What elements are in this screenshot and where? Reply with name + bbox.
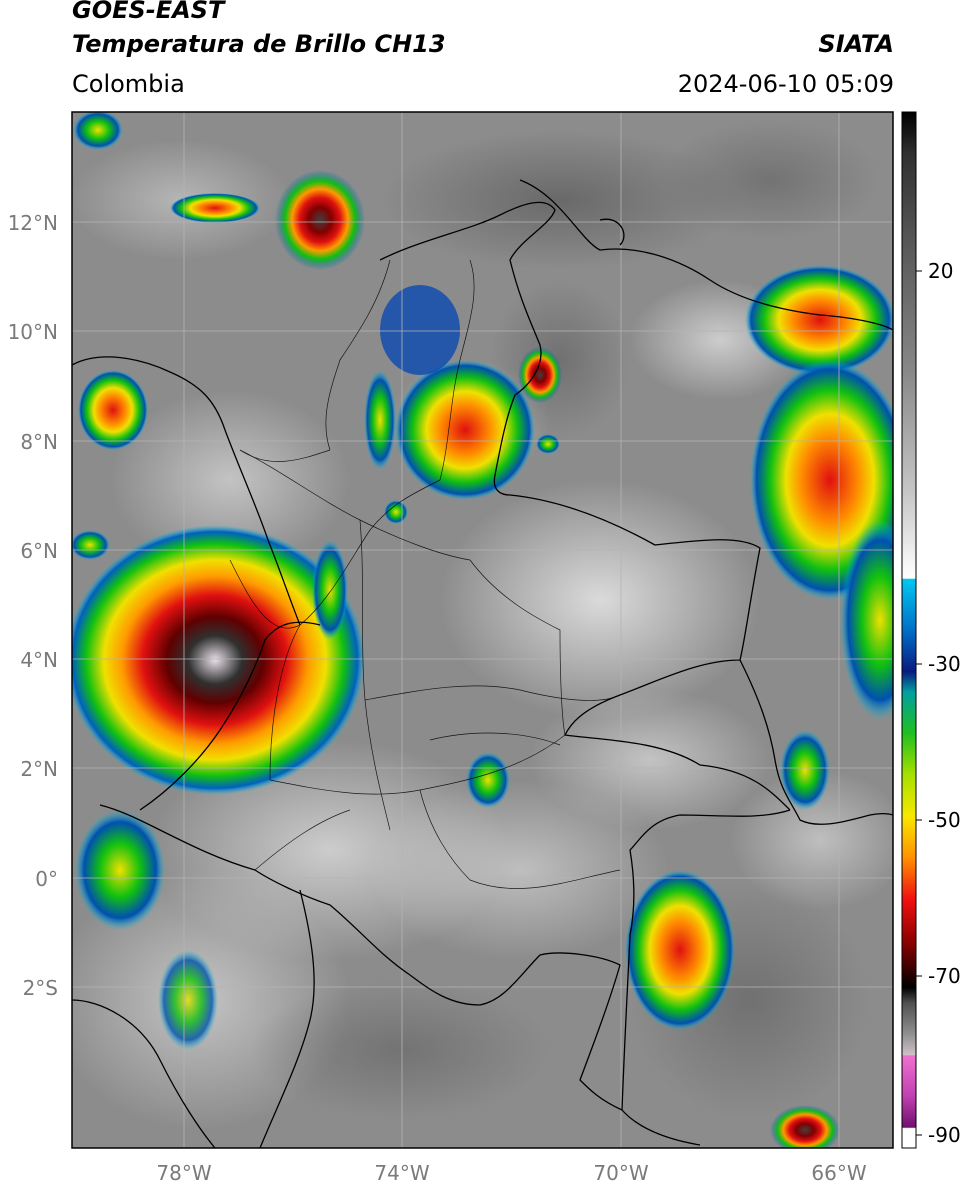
satellite-title: GOES-EAST	[72, 0, 225, 24]
colorbar-tick: -50	[928, 808, 961, 832]
lon-label: 78°W	[156, 1161, 211, 1185]
department-borders	[229, 259, 621, 889]
lat-label: 8°N	[20, 430, 58, 454]
colorbar: 20 -30 -50 -70 -90	[901, 111, 961, 1149]
lat-label: 6°N	[20, 539, 58, 563]
agency-label: SIATA	[818, 30, 894, 58]
lat-label: 10°N	[8, 320, 58, 344]
lat-label: 2°N	[20, 757, 58, 781]
lon-label: 70°W	[593, 1161, 648, 1185]
lon-label: 74°W	[374, 1161, 429, 1185]
region-label: Colombia	[72, 70, 185, 98]
lat-label: 4°N	[20, 648, 58, 672]
datetime-label: 2024-06-10 05:09	[677, 70, 894, 98]
product-title: Temperatura de Brillo CH13	[72, 30, 446, 58]
colorbar-tick: -70	[928, 964, 961, 988]
lat-label: 12°N	[8, 211, 58, 235]
lat-label: 0°	[35, 867, 58, 891]
country-borders	[72, 179, 893, 1148]
colorbar-scale	[901, 111, 917, 1149]
map-frame	[71, 111, 894, 1149]
colorbar-tick: -30	[928, 652, 961, 676]
lon-labels: 78°W 74°W 70°W 66°W	[156, 1161, 866, 1185]
graticule	[72, 112, 893, 1148]
colorbar-tick: -90	[928, 1123, 961, 1147]
lat-labels: 12°N 10°N 8°N 6°N 4°N 2°N 0° 2°S	[8, 211, 58, 1000]
colorbar-tick: 20	[928, 259, 953, 283]
lat-label: 2°S	[23, 976, 58, 1000]
lon-label: 66°W	[811, 1161, 866, 1185]
satellite-image	[72, 112, 893, 1148]
